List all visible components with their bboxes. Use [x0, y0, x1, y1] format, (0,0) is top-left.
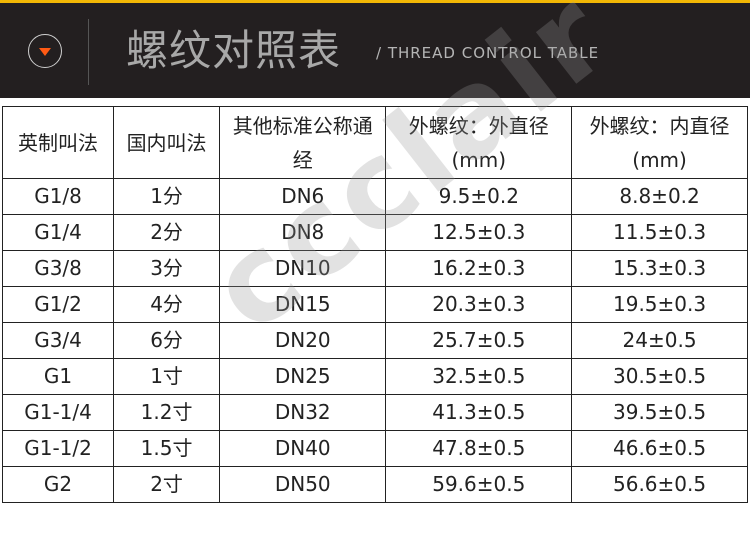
- table-cell: 56.6±0.5: [571, 466, 748, 503]
- table-row: G2 2寸 DN50 59.6±0.5 56.6±0.5: [1, 466, 748, 503]
- chevron-down-circle-icon: [28, 34, 62, 68]
- table-cell: DN32: [219, 394, 387, 431]
- table-cell: 39.5±0.5: [571, 394, 748, 431]
- table-cell: DN20: [219, 322, 387, 359]
- table-cell: G1/2: [1, 286, 115, 323]
- column-header: 英制叫法: [1, 106, 115, 179]
- table-cell: G1-1/2: [1, 430, 115, 467]
- table-cell: DN40: [219, 430, 387, 467]
- table-cell: 1.5寸: [113, 430, 221, 467]
- table-cell: 4分: [113, 286, 221, 323]
- column-header: 外螺纹：内直径 (mm): [571, 106, 748, 179]
- table-cell: 16.2±0.3: [385, 250, 573, 287]
- table-cell: 8.8±0.2: [571, 178, 748, 215]
- table-cell: G3/8: [1, 250, 115, 287]
- table-header-row: 英制叫法 国内叫法 其他标准公称通经外螺纹：外直径 (mm) 外螺纹：内直径 (mm): [1, 106, 748, 179]
- table-row: G1/4 2分 DN8 12.5±0.3 11.5±0.3: [1, 214, 748, 251]
- table-cell: 15.3±0.3: [571, 250, 748, 287]
- table-cell: G1/8: [1, 178, 115, 215]
- table-cell: DN8: [219, 214, 387, 251]
- table-row: G1-1/4 1.2寸 DN32 41.3±0.5 39.5±0.5: [1, 394, 748, 431]
- table-cell: 24±0.5: [571, 322, 748, 359]
- table-cell: DN10: [219, 250, 387, 287]
- table-cell: 59.6±0.5: [385, 466, 573, 503]
- column-header: 外螺纹：外直径 (mm): [385, 106, 573, 179]
- table-cell: 1寸: [113, 358, 221, 395]
- table-row: G1/2 4分 DN15 20.3±0.3 19.5±0.3: [1, 286, 748, 323]
- table-cell: G1-1/4: [1, 394, 115, 431]
- top-accent-line: [0, 0, 750, 3]
- table-cell: DN6: [219, 178, 387, 215]
- table-cell: 6分: [113, 322, 221, 359]
- header-banner: 螺纹对照表 / THREAD CONTROL TABLE: [0, 3, 750, 98]
- column-header: 其他标准公称通经: [219, 106, 387, 179]
- table-cell: DN50: [219, 466, 387, 503]
- table-cell: 1.2寸: [113, 394, 221, 431]
- table-cell: 2寸: [113, 466, 221, 503]
- table-cell: 41.3±0.5: [385, 394, 573, 431]
- table-row: G1 1寸 DN25 32.5±0.5 30.5±0.5: [1, 358, 748, 395]
- table-cell: 19.5±0.3: [571, 286, 748, 323]
- page-subtitle: / THREAD CONTROL TABLE: [376, 44, 600, 62]
- table-cell: G1: [1, 358, 115, 395]
- table-cell: 12.5±0.3: [385, 214, 573, 251]
- table-row: G1-1/2 1.5寸 DN40 47.8±0.5 46.6±0.5: [1, 430, 748, 467]
- table-cell: 20.3±0.3: [385, 286, 573, 323]
- table-cell: 9.5±0.2: [385, 178, 573, 215]
- table-cell: 46.6±0.5: [571, 430, 748, 467]
- table-cell: 2分: [113, 214, 221, 251]
- table-cell: 11.5±0.3: [571, 214, 748, 251]
- table-cell: 30.5±0.5: [571, 358, 748, 395]
- table-cell: 25.7±0.5: [385, 322, 573, 359]
- table-cell: DN25: [219, 358, 387, 395]
- table-cell: 1分: [113, 178, 221, 215]
- table-row: G1/8 1分 DN6 9.5±0.2 8.8±0.2: [1, 178, 748, 215]
- table-cell: 47.8±0.5: [385, 430, 573, 467]
- column-header: 国内叫法: [113, 106, 221, 179]
- header-divider: [88, 19, 89, 85]
- table-cell: 32.5±0.5: [385, 358, 573, 395]
- table-cell: G3/4: [1, 322, 115, 359]
- table-row: G3/8 3分 DN10 16.2±0.3 15.3±0.3: [1, 250, 748, 287]
- table-row: G3/4 6分 DN20 25.7±0.5 24±0.5: [1, 322, 748, 359]
- table-cell: G2: [1, 466, 115, 503]
- table-cell: 3分: [113, 250, 221, 287]
- table-cell: DN15: [219, 286, 387, 323]
- table-cell: G1/4: [1, 214, 115, 251]
- page-title: 螺纹对照表: [126, 26, 342, 75]
- thread-table: 英制叫法 国内叫法 其他标准公称通经外螺纹：外直径 (mm) 外螺纹：内直径 (mm) G…: [1, 106, 748, 503]
